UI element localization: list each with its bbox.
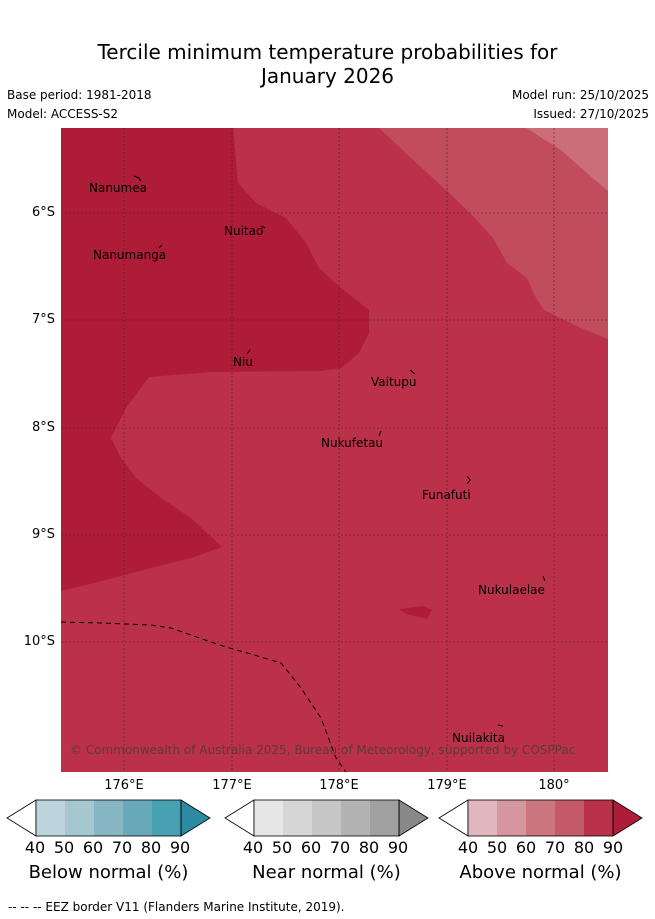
- copyright-credit: © Commonwealth of Australia 2025, Bureau…: [70, 743, 576, 757]
- graticule: [61, 128, 608, 772]
- issued-date: Issued: 27/10/2025: [533, 107, 649, 121]
- colorbar-above: [438, 799, 643, 841]
- colorbar-swatch: [341, 800, 370, 836]
- island-label-niu: Niu: [233, 355, 253, 369]
- lat-label-10s: 10°S: [23, 634, 55, 649]
- colorbar-outline: [467, 799, 614, 837]
- colorbar-swatch: [152, 800, 181, 836]
- region-90-plus-north: [61, 128, 369, 591]
- colorbar-above-title: Above normal (%): [459, 862, 622, 883]
- eez-border: [61, 621, 347, 772]
- colorbar-below: [6, 799, 211, 841]
- island-label-nukulaelae: Nukulaelae: [478, 583, 545, 597]
- colorbar-above-svg: [438, 799, 643, 837]
- colorbar-outline: [253, 799, 400, 837]
- tick-label: 40: [242, 838, 264, 857]
- colorbar-near-svg: [224, 799, 429, 837]
- map-canvas: [61, 128, 608, 772]
- colorbar-swatch: [254, 800, 283, 836]
- tick-label: 40: [457, 838, 479, 857]
- island-label-funafuti: Funafuti: [422, 488, 471, 502]
- island-label-nanumea: Nanumea: [89, 181, 147, 195]
- colorbar-swatch: [526, 800, 555, 836]
- region-70-80: [379, 128, 608, 339]
- title-line-1: Tercile minimum temperature probabilitie…: [97, 40, 558, 64]
- colorbar-near-title: Near normal (%): [252, 862, 401, 883]
- tick-label: 40: [24, 838, 46, 857]
- lat-label-8s: 8°S: [31, 420, 55, 435]
- colorbar-below-title: Below normal (%): [28, 862, 189, 883]
- colorbar-below-svg: [6, 799, 211, 837]
- island-label-nuilakita: Nuilakita: [452, 731, 505, 745]
- model-run: Model run: 25/10/2025: [511, 88, 649, 102]
- tick-label: 50: [53, 838, 75, 857]
- tick-label: 90: [387, 838, 409, 857]
- island-label-nuitao: Nuitao: [224, 224, 264, 238]
- colorbar-swatch: [312, 800, 341, 836]
- colorbar-swatch: [370, 800, 399, 836]
- island-label-nanumanga: Nanumanga: [93, 248, 167, 262]
- colorbar-swatch: [65, 800, 94, 836]
- colorbar-under-arrow: [224, 799, 255, 837]
- colorbar-under-arrow: [438, 799, 469, 837]
- lat-label-9s: 9°S: [31, 527, 55, 542]
- tick-label: 90: [169, 838, 191, 857]
- colorbar-under-arrow: [6, 799, 37, 837]
- base-period: Base period: 1981-2018: [7, 88, 152, 102]
- island-label-vaitupu: Vaitupu: [371, 375, 417, 389]
- colorbar-swatch: [94, 800, 123, 836]
- island-label-nukufetau: Nukufetau: [321, 436, 384, 450]
- tick-label: 60: [82, 838, 104, 857]
- map-title: Tercile minimum temperature probabilitie…: [0, 40, 655, 88]
- tick-label: 50: [486, 838, 508, 857]
- lon-label-180: 180°: [538, 778, 570, 793]
- tick-label: 60: [515, 838, 537, 857]
- region-60-70: [526, 128, 608, 191]
- lon-label-178e: 178°E: [319, 778, 359, 793]
- eez-footnote: -- -- -- EEZ border V11 (Flanders Marine…: [8, 900, 345, 914]
- tick-label: 90: [602, 838, 624, 857]
- colorbar-swatch: [283, 800, 312, 836]
- colorbar-swatch: [555, 800, 584, 836]
- colorbar-near: [224, 799, 429, 841]
- colorbar-swatch: [497, 800, 526, 836]
- colorbar-over-arrow: [612, 799, 643, 837]
- tick-label: 50: [271, 838, 293, 857]
- model-name: Model: ACCESS-S2: [7, 107, 119, 121]
- lon-label-179e: 179°E: [427, 778, 467, 793]
- tick-label: 70: [111, 838, 133, 857]
- lat-label-6s: 6°S: [31, 205, 55, 220]
- colorbar-outline: [35, 799, 182, 837]
- island-outlines: [133, 175, 546, 727]
- colorbar-swatch: [123, 800, 152, 836]
- tick-label: 80: [358, 838, 380, 857]
- tick-label: 70: [329, 838, 351, 857]
- map-panel: [61, 128, 608, 772]
- colorbar-swatch: [468, 800, 497, 836]
- tick-label: 80: [140, 838, 162, 857]
- lon-label-176e: 176°E: [104, 778, 144, 793]
- tick-label: 70: [544, 838, 566, 857]
- colorbar-swatch: [584, 800, 613, 836]
- tick-label: 60: [300, 838, 322, 857]
- tick-label: 80: [573, 838, 595, 857]
- title-line-2: January 2026: [260, 64, 395, 88]
- lat-label-7s: 7°S: [31, 312, 55, 327]
- lon-label-177e: 177°E: [212, 778, 252, 793]
- region-90-plus-island: [399, 606, 432, 619]
- colorbar-swatch: [36, 800, 65, 836]
- colorbar-over-arrow: [398, 799, 429, 837]
- colorbar-over-arrow: [180, 799, 211, 837]
